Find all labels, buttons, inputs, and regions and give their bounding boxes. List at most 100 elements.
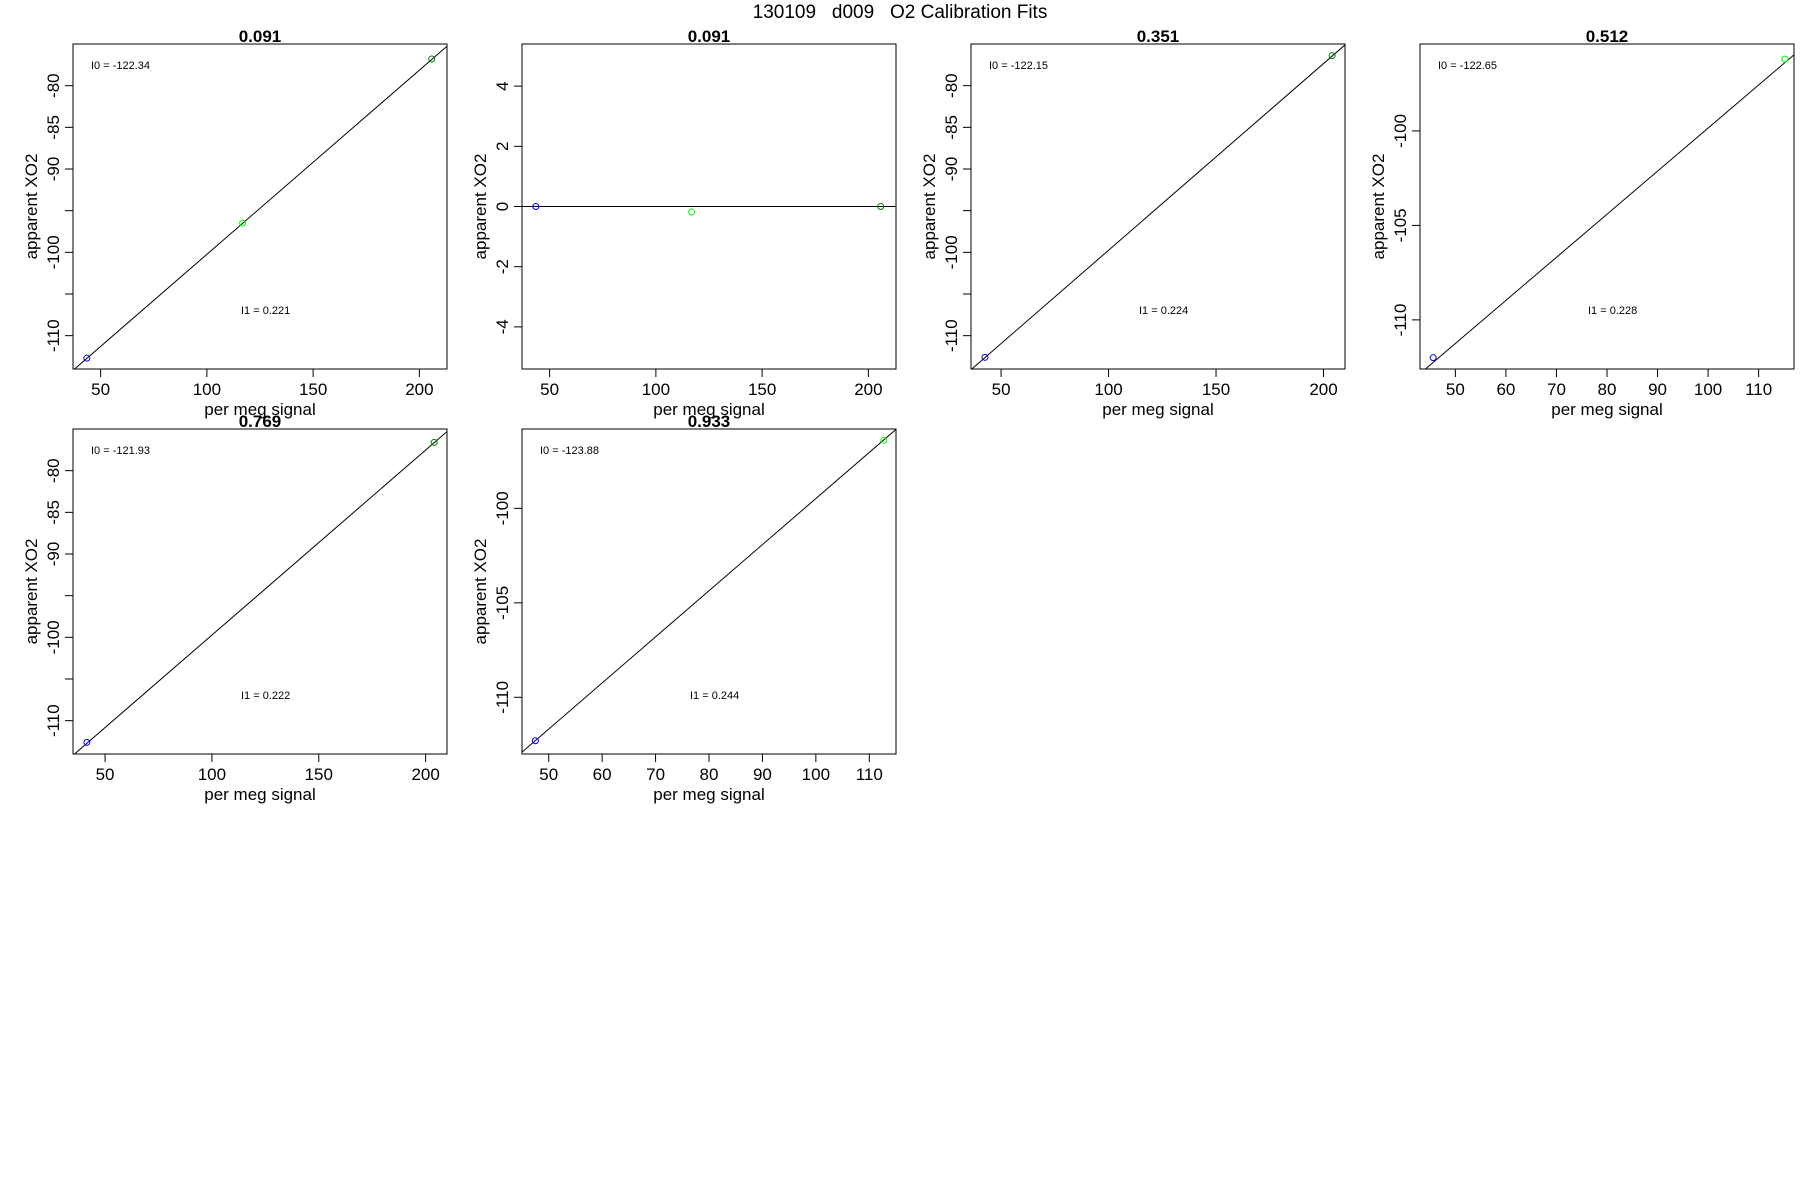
panel-4: 0.512 50 60 70 80 90 100 110 per meg signal -100 -…: [1369, 27, 1795, 419]
y-tick-label: -85: [44, 115, 63, 140]
x-tick-label: 110: [1745, 380, 1772, 399]
slope-annotation: I1 = 0.228: [1588, 305, 1637, 317]
y-tick-label: -85: [44, 500, 63, 525]
y-tick-label: 0: [493, 202, 512, 211]
x-tick-label: 200: [854, 380, 882, 399]
data-point: [531, 737, 539, 745]
page-title: 130109 d009 O2 Calibration Fits: [752, 2, 1048, 23]
slope-annotation: I1 = 0.221: [241, 305, 290, 317]
y-tick-label: -100: [493, 491, 512, 525]
x-axis-label: per meg signal: [1551, 400, 1663, 419]
x-tick-label: 50: [91, 380, 110, 399]
plot-frame: [72, 428, 448, 755]
x-tick-label: 90: [753, 765, 772, 784]
x-tick-label: 50: [992, 380, 1011, 399]
panel-6: 0.933 50 60 70 80 90 100 110 per meg signal -100 -…: [471, 412, 897, 804]
x-tick-label: 100: [198, 765, 226, 784]
fit-line: [73, 431, 447, 754]
panel-title: 0.769: [239, 412, 282, 431]
data-point: [981, 353, 989, 361]
panel-3: 0.351 50 100 150 200 per meg signal -80 -85 -90 -…: [920, 27, 1346, 419]
x-axis-label: per meg signal: [204, 785, 316, 804]
y-tick-label: -90: [942, 157, 961, 182]
plot-frame: [72, 43, 448, 370]
data-point: [532, 203, 540, 210]
y-axis-label: apparent XO2: [22, 154, 41, 260]
y-tick-label: -85: [942, 115, 961, 140]
x-tick-label: 100: [802, 765, 830, 784]
x-tick-label: 100: [193, 380, 221, 399]
y-axis-label: apparent XO2: [471, 539, 490, 645]
x-tick-label: 90: [1648, 380, 1667, 399]
y-axis-label: apparent XO2: [471, 154, 490, 260]
x-tick-label: 50: [96, 765, 115, 784]
data-point: [428, 55, 436, 63]
data-point: [83, 354, 91, 362]
panel-title: 0.091: [688, 27, 731, 46]
fit-line: [73, 45, 447, 369]
fit-line: [522, 429, 896, 753]
plot-frame: [970, 43, 1346, 370]
y-axis-label: apparent XO2: [1369, 154, 1388, 260]
y-axis-label: apparent XO2: [920, 154, 939, 260]
x-axis-label: per meg signal: [653, 785, 765, 804]
y-tick-label: -100: [44, 620, 63, 654]
data-point: [1429, 354, 1437, 362]
x-tick-label: 50: [540, 380, 559, 399]
x-tick-label: 100: [1094, 380, 1122, 399]
x-tick-label: 200: [1309, 380, 1337, 399]
intercept-annotation: I0 = -121.93: [91, 445, 150, 457]
data-point: [1328, 52, 1336, 60]
slope-annotation: I1 = 0.222: [241, 690, 290, 702]
y-tick-label: -110: [1391, 303, 1410, 336]
y-tick-label: -110: [44, 704, 63, 737]
fit-line: [1424, 54, 1794, 369]
y-tick-label: -80: [44, 73, 63, 98]
y-tick-label: -4: [493, 319, 512, 334]
data-point: [1781, 55, 1789, 63]
panel-title: 0.512: [1586, 27, 1629, 46]
intercept-annotation: I0 = -122.34: [91, 60, 150, 72]
x-tick-label: 70: [646, 765, 665, 784]
y-tick-label: -105: [493, 586, 512, 620]
panel-5: 0.769 50 100 150 200 per meg signal -80 -85 -90 -…: [22, 412, 448, 804]
intercept-annotation: I0 = -122.65: [1438, 60, 1497, 72]
data-point: [688, 208, 696, 216]
panel-2: 0.091 50 100 150 200 per meg signal 4 2 0 -2 -4 app…: [471, 27, 897, 419]
panel-title: 0.091: [239, 27, 282, 46]
y-tick-label: -110: [44, 319, 63, 352]
x-tick-label: 60: [593, 765, 612, 784]
y-tick-label: 2: [493, 142, 512, 151]
y-tick-label: -110: [493, 681, 512, 714]
x-tick-label: 200: [411, 765, 439, 784]
y-tick-label: -2: [493, 259, 512, 274]
y-tick-label: -110: [942, 319, 961, 352]
x-tick-label: 70: [1547, 380, 1566, 399]
x-tick-label: 60: [1496, 380, 1515, 399]
panel-title: 0.351: [1137, 27, 1180, 46]
x-tick-label: 110: [856, 765, 883, 784]
x-tick-label: 80: [700, 765, 719, 784]
slope-annotation: I1 = 0.224: [1139, 305, 1188, 317]
y-tick-label: -80: [44, 458, 63, 483]
x-tick-label: 150: [299, 380, 327, 399]
x-tick-label: 150: [748, 380, 776, 399]
x-tick-label: 150: [305, 765, 333, 784]
x-axis-label: per meg signal: [1102, 400, 1214, 419]
plot-frame: [1419, 43, 1795, 370]
x-tick-label: 100: [1694, 380, 1722, 399]
data-point: [239, 219, 247, 227]
fit-line: [971, 44, 1345, 369]
data-point: [430, 438, 438, 446]
data-point: [83, 738, 91, 746]
x-axis-label: per meg signal: [653, 400, 765, 419]
intercept-annotation: I0 = -122.15: [989, 60, 1048, 72]
y-tick-label: -105: [1391, 208, 1410, 242]
x-tick-label: 50: [1446, 380, 1465, 399]
y-tick-label: -100: [44, 235, 63, 269]
x-axis-label: per meg signal: [204, 400, 316, 419]
y-tick-label: -100: [1391, 114, 1410, 148]
y-tick-label: -80: [942, 73, 961, 98]
data-point: [880, 436, 888, 444]
